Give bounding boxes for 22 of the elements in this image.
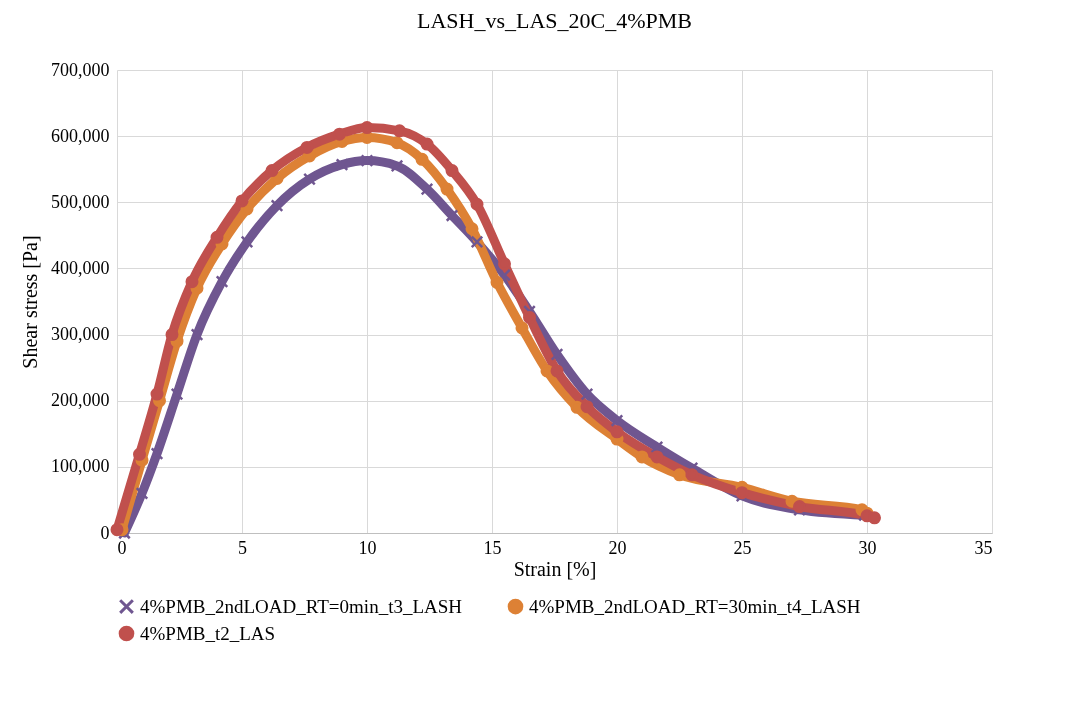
y-tick-label: 0 bbox=[100, 522, 110, 543]
y-tick-label: 200,000 bbox=[51, 390, 110, 411]
x-axis-title: Strain [%] bbox=[513, 557, 597, 580]
y-tick-label: 300,000 bbox=[51, 324, 110, 345]
y-tick-label: 400,000 bbox=[51, 257, 110, 278]
x-tick-label: 25 bbox=[733, 537, 752, 558]
x-tick-label: 5 bbox=[238, 537, 247, 558]
chart-title: LASH_vs_LAS_20C_4%PMB bbox=[416, 8, 693, 33]
legend-label: 4%PMB_2ndLOAD_RT=0min_t3_LASH bbox=[140, 595, 463, 617]
x-tick-label: 0 bbox=[117, 537, 127, 558]
legend-label: 4%PMB_t2_LAS bbox=[140, 622, 276, 644]
y-tick-label: 700,000 bbox=[51, 59, 110, 80]
x-tick-label: 15 bbox=[483, 537, 502, 558]
x-tick-label: 10 bbox=[358, 537, 377, 558]
legend-label: 4%PMB_2ndLOAD_RT=30min_t4_LASH bbox=[529, 595, 861, 617]
x-tick-label: 30 bbox=[858, 537, 877, 558]
y-tick-label: 500,000 bbox=[51, 191, 110, 212]
x-tick-label: 35 bbox=[974, 537, 993, 558]
x-tick-label: 20 bbox=[608, 537, 627, 558]
y-axis-title: Shear stress [Pa] bbox=[19, 235, 41, 369]
y-tick-label: 600,000 bbox=[51, 125, 110, 146]
y-tick-label: 100,000 bbox=[51, 456, 110, 477]
